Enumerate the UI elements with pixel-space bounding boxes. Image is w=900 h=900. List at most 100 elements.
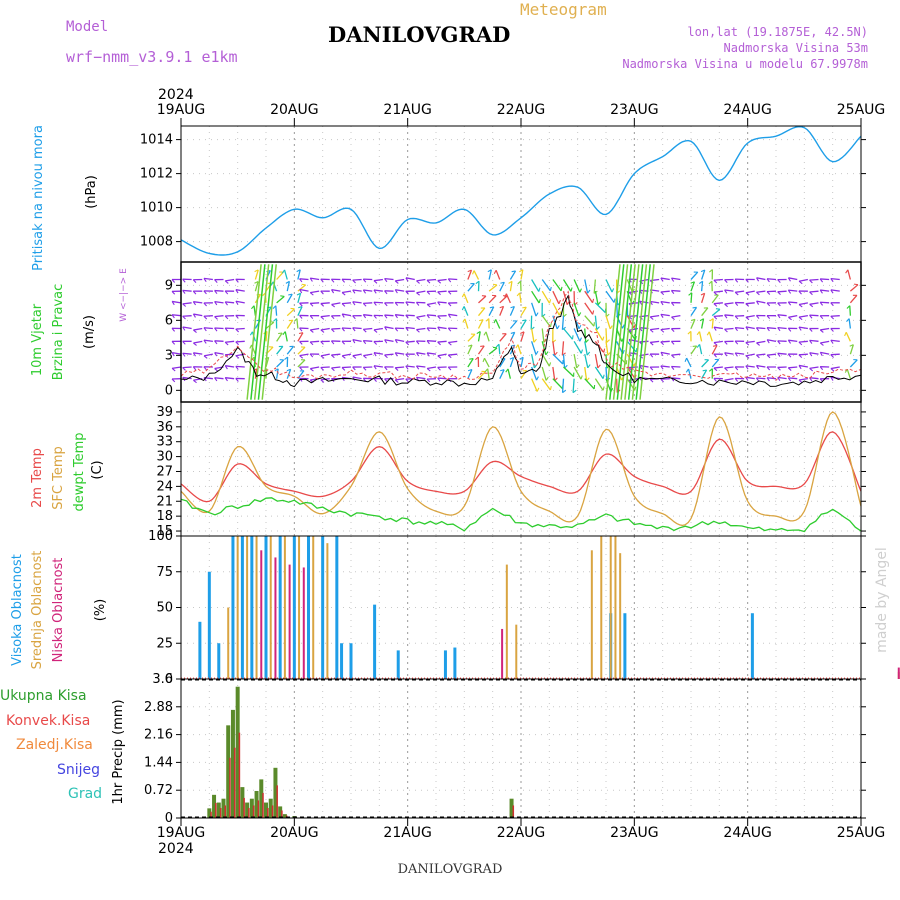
- wind-barb-tick-h42.75-r0: [373, 280, 378, 284]
- wind-barb-tick-h74.25-r0: [538, 287, 541, 292]
- wind-barb-h36.00-r1: [342, 290, 352, 294]
- wind-barb-tick-h114.75-r5: [713, 342, 718, 346]
- wind-barb-tick-h54.00-r3: [426, 314, 430, 319]
- wind-barb-tick-h126.00-r0: [766, 278, 770, 283]
- wind-unit: (m/s): [82, 315, 97, 349]
- wind-streak-2-2: [631, 264, 648, 400]
- wind-barb-tick-h6.75-r7: [203, 366, 207, 371]
- wind-barb-h20.25-r8: [275, 368, 279, 379]
- wind-barb-h45.00-r6: [384, 353, 394, 356]
- wind-barb-h112.50-r3: [711, 308, 721, 317]
- wind-barb-h47.25-r8: [395, 378, 405, 381]
- wind-barb-tick-h130.50-r3: [788, 316, 792, 321]
- wind-barb-h110.25-r3: [701, 307, 709, 317]
- wind-barb-h72.00-r5: [520, 331, 525, 342]
- wind-barb-h90.00-r3: [605, 315, 611, 330]
- wind-barb-h54.00-r4: [426, 327, 437, 330]
- wind-barb-h67.50-r2: [499, 295, 508, 304]
- wind-barb-tick-h76.50-r7: [545, 376, 549, 381]
- wind-barb-tick-h9.00-r7: [214, 368, 219, 372]
- year-label-top: 2024: [158, 87, 194, 103]
- wind-barb-tick-h135.00-r1: [809, 291, 813, 296]
- cloud-bar-0-10: [321, 536, 325, 679]
- wind-streak-1-0: [605, 264, 621, 400]
- wind-barb-h22.50-r1: [286, 281, 291, 292]
- wind-barb-tick-h2.25-r2: [182, 303, 187, 307]
- wind-barb-tick-h81.00-r0: [570, 287, 573, 292]
- pressure-ytick-label-0: 1008: [140, 235, 173, 250]
- wind-barb-tick-h38.25-r2: [352, 301, 356, 306]
- wind-barb-h65.25-r7: [483, 357, 490, 368]
- wind-barb-tick-h76.50-r3: [549, 322, 552, 328]
- wind-barb-h83.25-r6: [573, 354, 578, 369]
- wind-barb-h103.50-r3: [660, 313, 670, 317]
- wind-barb-tick-h31.50-r7: [320, 367, 324, 371]
- wind-barb-tick-h31.50-r1: [320, 290, 324, 295]
- wind-barb-tick-h20.25-r2: [280, 295, 285, 297]
- wind-barb-h141.75-r1: [849, 284, 859, 292]
- wind-barb-tick-h54.00-r0: [426, 279, 431, 284]
- wind-barb-h45.00-r5: [384, 339, 394, 342]
- wind-barb-h90.00-r4: [605, 328, 608, 343]
- wind-barb-tick-h123.75-r4: [755, 327, 760, 332]
- temp-line-0: [180, 431, 862, 503]
- wind-barb-h49.50-r5: [405, 340, 415, 343]
- wind-barb-h6.75-r4: [203, 327, 213, 330]
- wind-barb-tick-h119.25-r4: [734, 327, 738, 332]
- wind-barb-h112.50-r6: [711, 345, 718, 355]
- wind-barb-h85.50-r3: [584, 315, 595, 327]
- wind-barb-tick-h76.50-r6: [548, 362, 552, 367]
- wind-barb-tick-h67.50-r4: [493, 319, 497, 324]
- wind-barb-h9.00-r8: [214, 377, 224, 380]
- wind-barb-tick-h60.75-r2: [461, 293, 465, 298]
- wind-barb-tick-h87.75-r7: [602, 374, 605, 379]
- wind-barb-h22.50-r3: [286, 308, 295, 317]
- sfc-ylabel: SFC Temp: [51, 446, 66, 510]
- wind-barb-tick-h117.00-r7: [724, 367, 728, 372]
- wind-barb-tick-h13.50-r8: [235, 378, 239, 382]
- wind-barb-h90.00-r6: [605, 354, 608, 369]
- wind-barb-tick-h112.50-r8: [708, 368, 713, 372]
- wind-barb-tick-h141.75-r4: [846, 318, 850, 322]
- wind-barb-h114.75-r4: [713, 326, 723, 330]
- wind-barb-tick-h40.50-r7: [362, 366, 367, 371]
- wind-barb-tick-h130.50-r7: [787, 367, 792, 371]
- wind-barb-tick-h6.75-r0: [203, 278, 207, 282]
- precip-bar-6: [235, 686, 240, 818]
- wind-barb-tick-h33.75-r6: [331, 354, 335, 359]
- wind-barb-h31.50-r3: [320, 315, 330, 318]
- panel-frame-4: [180, 678, 862, 819]
- wind-barb-h67.50-r7: [499, 358, 506, 368]
- wind-barb-tick-h78.75-r2: [558, 311, 562, 316]
- wind-barb-tick-h65.25-r3: [489, 306, 494, 309]
- wind-barb-tick-h94.50-r6: [633, 362, 636, 367]
- wind-barb-tick-h117.00-r6: [724, 352, 728, 357]
- wind-barb-tick-h56.25-r7: [437, 367, 441, 371]
- wind-barb-h76.50-r6: [541, 353, 550, 367]
- wind-barb-h121.50-r5: [745, 340, 755, 344]
- wind-barb-tick-h13.50-r6: [235, 355, 240, 359]
- precip-conv-bar-11: [262, 792, 264, 818]
- wind-streak-1-2: [612, 264, 629, 400]
- wind-barb-h81.00-r4: [563, 328, 573, 340]
- wind-barb-tick-h126.00-r1: [766, 291, 771, 295]
- wind-barb-tick-h47.25-r5: [394, 339, 398, 344]
- wind-barb-h63.00-r3: [477, 307, 486, 317]
- wind-barb-h15.75-r1: [254, 281, 259, 292]
- wind-barb-tick-h13.50-r3: [235, 314, 239, 319]
- wind-barb-h22.50-r2: [286, 293, 293, 304]
- temp-ytick-label-7: 36: [156, 420, 173, 435]
- temp-ytick-label-8: 39: [156, 405, 173, 420]
- temp2m-ylabel: 2m Temp: [30, 448, 45, 508]
- wind-barb-tick-h58.50-r0: [447, 278, 452, 283]
- wind-barb-h69.75-r3: [509, 306, 515, 316]
- wind-barb-tick-h2.25-r5: [182, 340, 186, 345]
- wind-barb-tick-h121.50-r7: [745, 365, 749, 370]
- wind-barb-h83.25-r7: [573, 366, 582, 380]
- pressure-ylabel: Pritisak na nivou mora: [31, 125, 46, 271]
- wind-barb-tick-h27.00-r3: [299, 315, 303, 319]
- wind-barb-tick-h114.75-r2: [713, 303, 718, 307]
- wind-barb-h45.00-r4: [384, 326, 394, 330]
- wind-barb-tick-h47.25-r4: [394, 327, 399, 332]
